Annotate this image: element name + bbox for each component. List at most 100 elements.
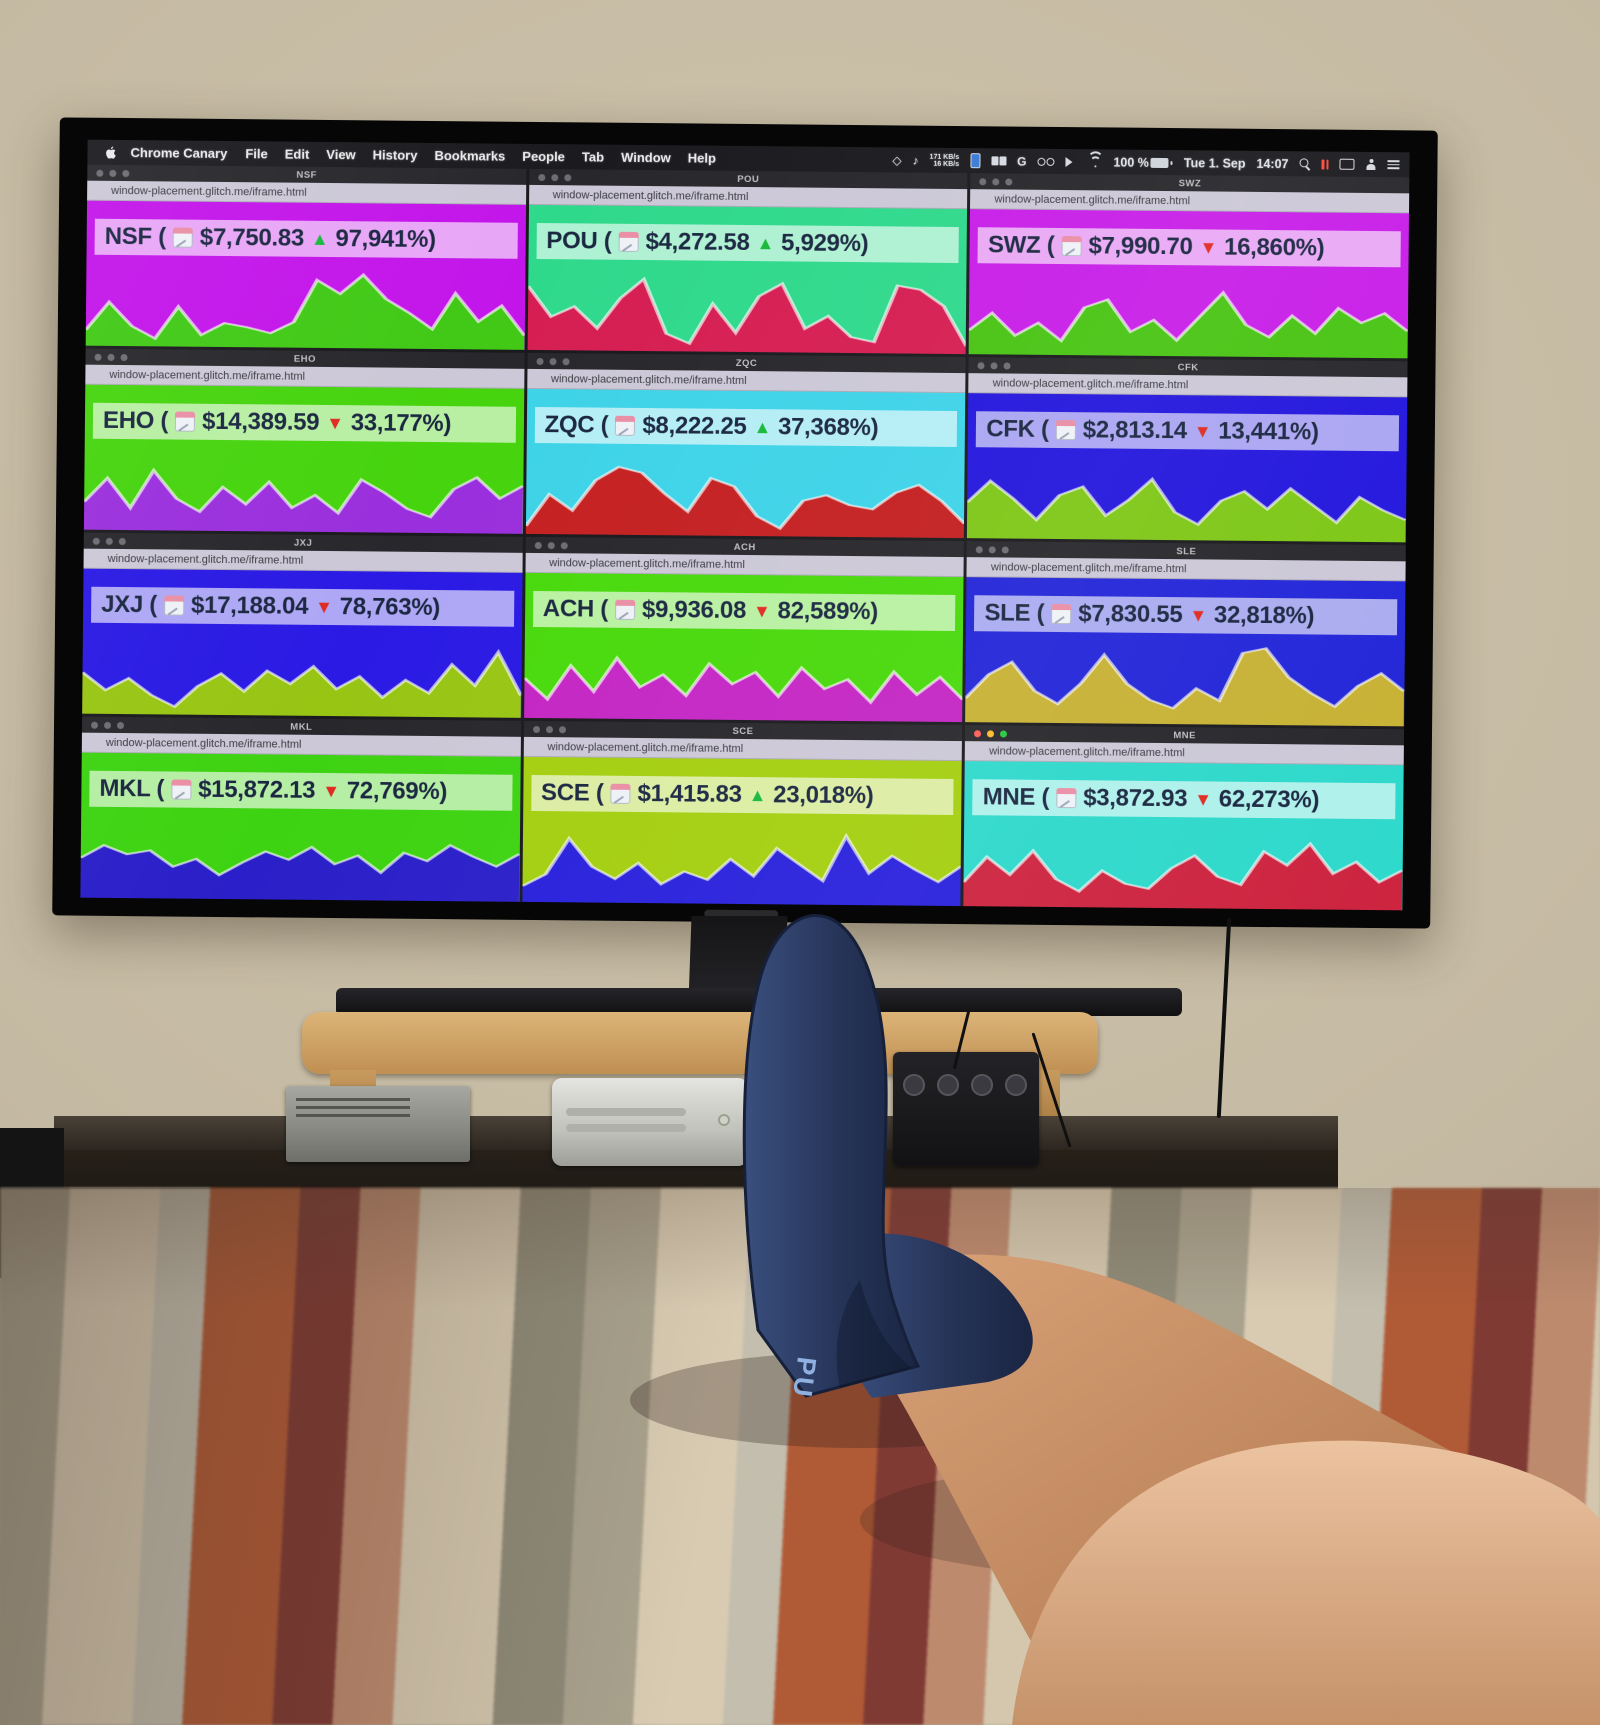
- ticker-change-percent: 72,769%): [346, 777, 448, 806]
- receiver-knob: [903, 1074, 925, 1096]
- browser-window[interactable]: ACH window-placement.glitch.me/iframe.ht…: [523, 536, 965, 723]
- browser-window[interactable]: SCE window-placement.glitch.me/iframe.ht…: [522, 720, 963, 907]
- battery-percent: 100 %: [1113, 155, 1149, 170]
- window-title: SLE: [1176, 545, 1197, 557]
- browser-window[interactable]: MNE window-placement.glitch.me/iframe.ht…: [963, 725, 1405, 911]
- url-text: window-placement.glitch.me/iframe.html: [990, 561, 1187, 576]
- ticker-panel: EHO ( $14,389.59 ▼ 33,177%): [83, 384, 524, 534]
- ticker-change-percent: 32,818%): [1213, 601, 1315, 630]
- ticker-symbol: ACH (: [542, 595, 609, 623]
- browser-window[interactable]: CFK window-placement.glitch.me/iframe.ht…: [967, 357, 1408, 543]
- browser-window[interactable]: POU window-placement.glitch.me/iframe.ht…: [527, 168, 968, 355]
- menubar-status-area: ◇ ♪ 171 KB/s 16 KB/s G 100 %: [892, 150, 1400, 172]
- ticker-price: $15,872.13: [198, 775, 316, 804]
- menu-window[interactable]: Window: [620, 149, 671, 166]
- displays-status-icon[interactable]: [991, 156, 1007, 166]
- menu-help[interactable]: Help: [687, 150, 717, 166]
- menu-history[interactable]: History: [372, 147, 418, 163]
- xbox-360-console: [552, 1078, 748, 1166]
- ticker-symbol: SLE (: [984, 599, 1045, 627]
- diamond-status-icon[interactable]: ◇: [892, 152, 902, 167]
- change-arrow-icon: ▲: [310, 228, 329, 249]
- macos-menubar: Chrome Canary File Edit View History Boo…: [87, 139, 1410, 178]
- area-chart: [965, 647, 1405, 727]
- url-text: window-placement.glitch.me/iframe.html: [549, 557, 745, 572]
- url-text: window-placement.glitch.me/iframe.html: [552, 189, 749, 204]
- browser-window[interactable]: EHO window-placement.glitch.me/iframe.ht…: [83, 348, 525, 534]
- ticker-price: $3,872.93: [1083, 784, 1188, 813]
- window-title: CFK: [1177, 361, 1199, 373]
- ticker-panel: SLE ( $7,830.55 ▼ 32,818%): [965, 577, 1406, 727]
- menu-bookmarks[interactable]: Bookmarks: [434, 148, 506, 164]
- browser-window[interactable]: JXJ window-placement.glitch.me/iframe.ht…: [82, 532, 523, 718]
- change-arrow-icon: ▼: [1199, 237, 1218, 258]
- window-title: ZQC: [735, 357, 758, 369]
- ticker-price: $8,222.25: [642, 412, 747, 441]
- change-arrow-icon: ▼: [1189, 605, 1207, 626]
- ticker-change-percent: 37,368%): [777, 413, 879, 442]
- browser-window[interactable]: MKL window-placement.glitch.me/iframe.ht…: [80, 716, 521, 902]
- phone-status-icon[interactable]: [970, 153, 981, 169]
- browser-window[interactable]: SWZ window-placement.glitch.me/iframe.ht…: [968, 173, 1410, 359]
- browser-window[interactable]: NSF window-placement.glitch.me/iframe.ht…: [85, 164, 527, 350]
- network-speed-meter[interactable]: 171 KB/s 16 KB/s: [929, 153, 960, 168]
- wifi-icon[interactable]: [1087, 150, 1104, 167]
- ticker-price: $4,272.58: [645, 228, 750, 257]
- calendar-icon: [618, 231, 639, 252]
- apple-menu-icon[interactable]: [103, 145, 118, 160]
- change-arrow-icon: ▼: [1194, 789, 1212, 810]
- user-status-icon[interactable]: [1365, 158, 1376, 171]
- menu-file[interactable]: File: [245, 146, 268, 162]
- ticker-symbol: POU (: [546, 227, 612, 255]
- ticker-symbol: NSF (: [104, 222, 167, 251]
- menu-edit[interactable]: Edit: [284, 146, 310, 162]
- browser-window[interactable]: SLE window-placement.glitch.me/iframe.ht…: [965, 541, 1406, 727]
- volume-icon[interactable]: [1065, 156, 1078, 167]
- ticker-panel: ACH ( $9,936.08 ▼ 82,589%): [523, 572, 964, 723]
- menu-people[interactable]: People: [522, 148, 565, 165]
- spotlight-search-icon[interactable]: [1299, 158, 1311, 171]
- app-menu-chrome-canary[interactable]: Chrome Canary: [130, 145, 228, 162]
- window-title: MKL: [290, 721, 313, 733]
- area-chart: [967, 476, 1407, 543]
- ticker-change-percent: 97,941%): [335, 225, 436, 254]
- ticker-price: $7,990.70: [1088, 232, 1193, 261]
- url-text: window-placement.glitch.me/iframe.html: [107, 552, 304, 567]
- ticker-strip: ZQC ( $8,222.25 ▲ 37,368%): [534, 406, 958, 448]
- binoculars-status-icon[interactable]: [1037, 157, 1055, 166]
- receiver-knob: [937, 1074, 959, 1096]
- ticker-symbol: CFK (: [986, 415, 1049, 443]
- desktop-screen: Chrome Canary File Edit View History Boo…: [80, 139, 1410, 911]
- browser-window[interactable]: ZQC window-placement.glitch.me/iframe.ht…: [525, 352, 966, 539]
- menubar-date[interactable]: Tue 1. Sep: [1183, 155, 1246, 171]
- window-title: NSF: [296, 169, 317, 181]
- ticker-change-percent: 78,763%): [339, 593, 441, 622]
- google-status-icon[interactable]: G: [1017, 154, 1027, 169]
- battery-indicator[interactable]: 100 %: [1113, 155, 1173, 170]
- ticker-strip: NSF ( $7,750.83 ▲ 97,941%): [94, 218, 518, 259]
- calendar-icon: [1056, 788, 1077, 809]
- ticker-strip: POU ( $4,272.58 ▲ 5,929%): [536, 222, 960, 264]
- menu-tab[interactable]: Tab: [581, 149, 605, 165]
- ticker-symbol: SWZ (: [987, 231, 1055, 259]
- net-down-speed: 16 KB/s: [933, 160, 960, 168]
- ticker-symbol: MKL (: [99, 774, 165, 803]
- screen-mirroring-icon[interactable]: [1339, 158, 1355, 170]
- red-pause-status-icon[interactable]: [1321, 159, 1329, 170]
- ticker-strip: EHO ( $14,389.59 ▼ 33,177%): [92, 402, 516, 443]
- url-text: window-placement.glitch.me/iframe.html: [547, 741, 744, 755]
- ticker-change-percent: 13,441%): [1218, 417, 1319, 446]
- url-text: window-placement.glitch.me/iframe.html: [111, 184, 307, 199]
- ticker-symbol: JXJ (: [101, 590, 158, 619]
- ticker-panel: SWZ ( $7,990.70 ▼ 16,860%): [968, 209, 1409, 359]
- music-note-icon[interactable]: ♪: [912, 153, 919, 168]
- menubar-clock[interactable]: 14:07: [1256, 156, 1289, 171]
- menu-view[interactable]: View: [326, 146, 356, 163]
- change-arrow-icon: ▼: [315, 596, 333, 618]
- change-arrow-icon: ▲: [748, 785, 767, 806]
- change-arrow-icon: ▼: [1193, 421, 1212, 442]
- calendar-icon: [1055, 419, 1076, 441]
- calendar-icon: [614, 599, 636, 620]
- url-text: window-placement.glitch.me/iframe.html: [989, 745, 1185, 760]
- notification-center-icon[interactable]: [1387, 160, 1400, 170]
